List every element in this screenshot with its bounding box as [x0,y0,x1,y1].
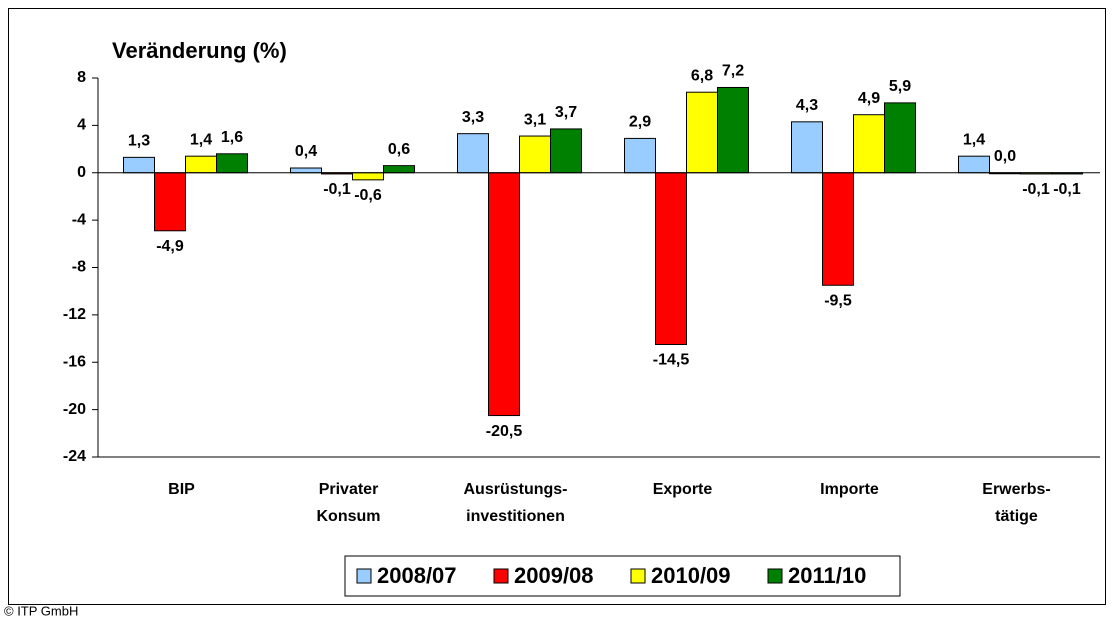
value-label: 2,9 [629,114,651,131]
value-label: 4,3 [796,97,818,114]
value-label: 3,7 [555,104,577,121]
x-tick-label: Ausrüstungs- [464,481,568,498]
bar [686,91,718,174]
value-label: 1,4 [963,131,985,148]
value-label: 3,1 [524,111,546,128]
y-tick-label: 4 [77,117,86,134]
y-tick-label: 8 [77,69,86,86]
legend-label: 2011/10 [788,563,866,588]
value-label: 4,9 [858,90,880,107]
legend-label: 2009/08 [514,563,594,588]
value-label: -0,1 [323,181,351,198]
value-label: -4,9 [156,238,184,255]
bar [624,137,656,174]
value-label: 1,4 [190,131,212,148]
bar [655,172,687,345]
bar [185,155,217,174]
legend-box [344,555,901,597]
value-label: 1,3 [128,133,150,150]
value-label: 3,3 [462,109,484,126]
x-tick-label: Importe [820,481,879,498]
value-label: 1,6 [221,129,243,146]
x-tick-label: investitionen [466,508,565,525]
bar [154,172,186,232]
value-label: 6,8 [691,67,713,84]
value-label: 0,0 [994,148,1016,165]
chart-title: Veränderung (%) [112,38,287,63]
bar [383,165,415,174]
bar [884,102,916,174]
value-label: 0,6 [388,141,410,158]
bar [457,133,489,174]
value-label: 5,9 [889,78,911,95]
value-label: -9,5 [824,292,852,309]
chart-border [8,8,1106,605]
value-label: -0,1 [1022,181,1050,198]
bar [958,155,990,174]
bar [717,86,749,174]
value-label: 0,4 [295,143,317,160]
value-label: 7,2 [722,63,744,80]
bar [822,172,854,286]
value-label: -14,5 [653,352,690,369]
legend-label: 2008/07 [377,563,457,588]
x-tick-label: Konsum [317,508,381,525]
bar [290,167,322,174]
legend-swatch [356,568,372,584]
x-tick-label: Exporte [653,481,713,498]
bar [216,153,248,174]
legend-label: 2010/09 [651,563,731,588]
bar [550,128,582,174]
x-tick-label: tätige [995,508,1038,525]
legend-swatch [630,568,646,584]
y-tick-label: -16 [63,353,86,370]
footer: © ITP GmbH [4,603,78,618]
x-tick-label: Erwerbs- [982,481,1050,498]
legend-swatch [493,568,509,584]
bar [519,135,551,174]
bar [488,172,520,417]
legend-swatch [767,568,783,584]
value-label: -20,5 [486,423,523,440]
y-tick-label: -8 [72,259,86,276]
y-tick-label: -4 [72,211,86,228]
y-tick-label: -24 [63,448,86,465]
y-tick-label: -20 [63,401,86,418]
bar [853,114,885,174]
bar [352,172,384,181]
y-tick-label: 0 [77,164,86,181]
x-tick-label: Privater [319,481,379,498]
x-tick-label: BIP [168,481,195,498]
value-label: -0,6 [354,187,382,204]
y-tick-label: -12 [63,306,86,323]
bar [123,156,155,174]
bar [791,121,823,174]
value-label: -0,1 [1053,181,1081,198]
